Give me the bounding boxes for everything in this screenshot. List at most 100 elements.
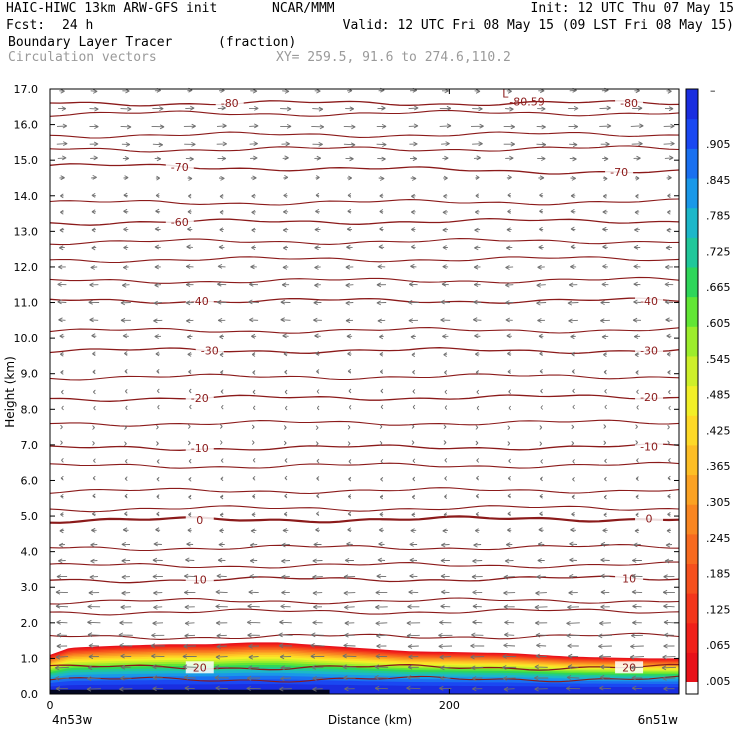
circulation-vector <box>185 264 194 269</box>
y-tick-label: 12.0 <box>14 261 39 274</box>
circulation-vector <box>471 665 484 671</box>
circulation-vector <box>279 619 292 625</box>
circulation-vector <box>472 558 483 564</box>
circulation-vector <box>633 244 641 250</box>
circulation-vector <box>152 686 164 692</box>
circulation-vector <box>443 512 447 518</box>
circulation-vector <box>219 227 224 233</box>
y-tick-label: 11.0 <box>14 297 39 310</box>
circulation-vector <box>664 281 674 287</box>
isotherm--40 <box>49 297 680 304</box>
circulation-vector <box>408 281 418 287</box>
circulation-vector <box>376 300 387 306</box>
isotherm--60 <box>49 217 680 226</box>
valid-time: Valid: 12 UTC Fri 08 May 15 (09 LST Fri … <box>342 18 734 33</box>
y-tick-label: 13.0 <box>14 225 39 238</box>
circulation-vector <box>535 590 547 596</box>
circulation-vector <box>507 441 511 446</box>
circulation-vector <box>534 686 548 692</box>
circulation-vector <box>60 424 63 430</box>
circulation-vector <box>632 317 642 323</box>
circulation-vector <box>409 156 418 162</box>
circulation-vector <box>343 643 356 648</box>
circulation-vector <box>565 686 581 691</box>
circulation-vector <box>312 590 323 596</box>
contour-label-bg <box>165 160 194 173</box>
circulation-vector <box>442 528 449 534</box>
circulation-vector <box>380 458 384 464</box>
circulation-vector <box>315 175 320 180</box>
circulation-vector <box>156 424 159 430</box>
circulation-vector <box>343 574 356 580</box>
circulation-vector <box>311 664 324 670</box>
circulation-vector <box>156 369 160 374</box>
circulation-vector <box>539 226 544 232</box>
circulation-vector <box>345 300 354 306</box>
circulation-vector <box>121 282 130 288</box>
circulation-vector <box>93 405 96 411</box>
circulation-vector <box>537 318 546 323</box>
isotherm--10 <box>49 443 680 451</box>
circulation-vector <box>444 389 448 395</box>
circulation-vector <box>634 352 640 358</box>
circulation-vector <box>412 476 416 482</box>
circulation-vector <box>376 123 387 129</box>
circulation-vector <box>538 527 544 533</box>
y-tick-label: 8.0 <box>21 403 39 416</box>
circulation-vector <box>508 389 512 395</box>
isotherm <box>49 561 680 569</box>
contour-label-bg <box>615 97 644 110</box>
circulation-vector <box>279 686 292 692</box>
circulation-vector <box>281 574 290 580</box>
circulation-vector <box>188 369 192 375</box>
circulation-vector <box>537 558 545 563</box>
circulation-vector <box>539 192 544 198</box>
circulation-vector <box>667 512 671 517</box>
circulation-vector <box>505 265 514 270</box>
circulation-vector <box>218 175 225 181</box>
circulation-vector <box>120 664 131 670</box>
circulation-vector <box>570 334 576 340</box>
contour-label: -20 <box>191 392 209 405</box>
contour-label: -80 <box>221 97 239 110</box>
circulation-vector <box>246 686 261 691</box>
circulation-vector <box>600 318 610 324</box>
circulation-vector <box>152 574 163 580</box>
circulation-vector <box>600 300 610 306</box>
circulation-vector <box>220 458 224 463</box>
circulation-vector <box>569 142 578 148</box>
circulation-vector <box>343 124 356 130</box>
circulation-vector <box>472 106 483 112</box>
circulation-vector <box>119 686 133 692</box>
circulation-vector <box>602 176 608 181</box>
circulation-vector <box>56 141 68 147</box>
circulation-vector <box>472 619 483 625</box>
circulation-vector <box>311 632 324 638</box>
isotherm <box>49 461 680 469</box>
y-tick-label: 9.0 <box>21 368 39 381</box>
circulation-vector <box>282 227 289 233</box>
circulation-vector <box>599 674 611 680</box>
circulation-vector <box>376 573 387 579</box>
circulation-vector <box>155 193 160 198</box>
circulation-vector <box>412 389 416 394</box>
circulation-vector <box>631 573 643 579</box>
vector-layer <box>54 87 677 692</box>
circulation-vector <box>120 604 132 610</box>
colorbar-label: .425 <box>706 424 731 437</box>
contour-label-bg <box>165 216 194 229</box>
colorbar-swatch <box>686 266 698 298</box>
circulation-vector <box>600 573 610 579</box>
isotherm--30 <box>49 347 680 355</box>
circulation-vector <box>539 208 544 214</box>
isotherm-0 <box>49 515 680 524</box>
circulation-vector <box>343 675 356 681</box>
circulation-vector <box>55 654 69 660</box>
circulation-vector <box>183 674 196 680</box>
circulation-vector <box>408 589 419 595</box>
circulation-vector <box>632 620 642 626</box>
circulation-vector <box>540 388 543 394</box>
circulation-vector <box>540 459 544 464</box>
circulation-vector <box>663 123 675 129</box>
isotherm <box>49 145 680 153</box>
